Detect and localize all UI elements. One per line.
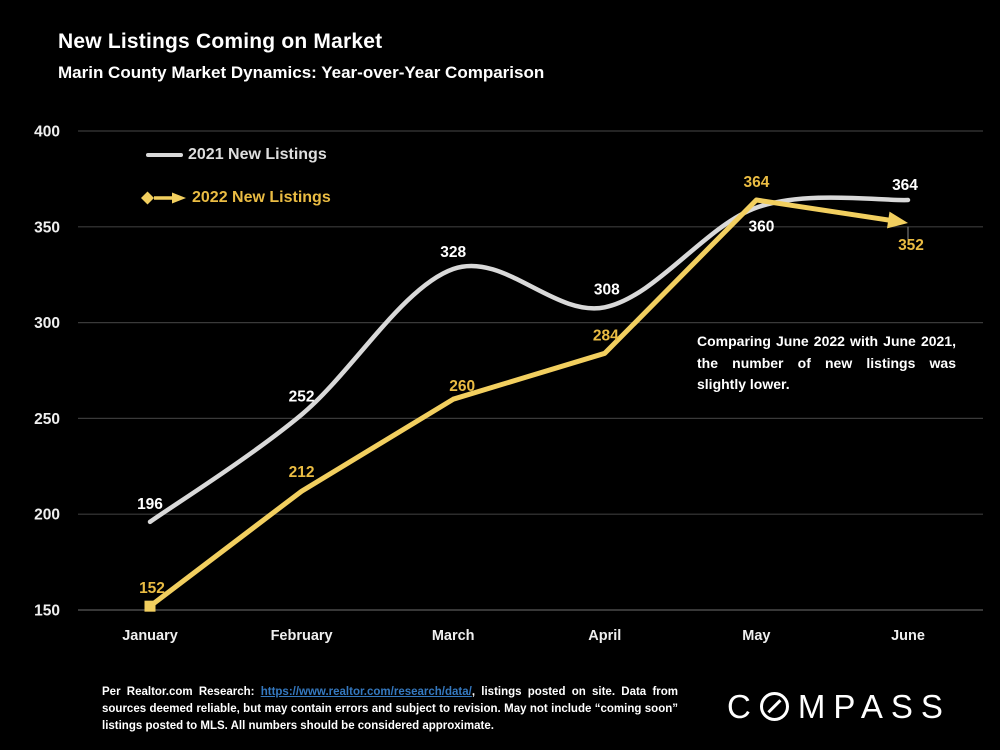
x-tick-label-march: March xyxy=(432,628,475,644)
series-2022-square-marker-icon xyxy=(144,600,156,612)
legend-item-2022: 2022 New Listings xyxy=(140,189,331,207)
x-tick-label-may: May xyxy=(742,628,770,644)
compass-logo: C MPASS xyxy=(727,688,951,724)
page-subtitle: Marin County Market Dynamics: Year-over-… xyxy=(58,63,545,82)
source-note: Per Realtor.com Research: https://www.re… xyxy=(102,684,678,735)
x-tick-label-february: February xyxy=(271,628,333,644)
compass-slashed-o-icon xyxy=(759,691,789,721)
data-label-2022-january: 152 xyxy=(139,580,165,597)
legend-2022-diamond-arrow-icon xyxy=(141,191,186,205)
data-label-2021-january: 196 xyxy=(137,496,163,513)
data-label-2022-june: 352 xyxy=(898,237,924,254)
y-tick-label-350: 350 xyxy=(34,219,60,236)
data-label-2022-may: 364 xyxy=(743,174,769,191)
data-label-2022-april: 284 xyxy=(593,327,619,344)
source-note-prefix: Per Realtor.com Research: xyxy=(102,686,261,698)
legend-2021-label: 2021 New Listings xyxy=(188,146,327,163)
logo-letter-c: C xyxy=(727,687,759,725)
page-title: New Listings Coming on Market xyxy=(58,30,383,53)
legend-item-2021: 2021 New Listings xyxy=(146,146,327,164)
series-2021-line xyxy=(147,195,911,525)
x-tick-label-april: April xyxy=(588,628,621,644)
source-note-suffix: , listings posted on site. Data from sou… xyxy=(102,686,678,732)
source-link[interactable]: https://www.realtor.com/research/data/ xyxy=(260,686,472,698)
y-tick-label-300: 300 xyxy=(34,315,60,332)
logo-letters-rest: MPASS xyxy=(797,687,951,725)
annotation-text: Comparing June 2022 with June 2021, the … xyxy=(697,333,956,392)
data-label-2021-june: 364 xyxy=(892,177,918,194)
x-tick-label-january: January xyxy=(122,628,178,644)
y-tick-label-150: 150 xyxy=(34,603,60,620)
x-tick-label-june: June xyxy=(891,628,925,644)
legend-2021-line-icon xyxy=(146,153,183,157)
series-2022-line xyxy=(148,197,891,609)
series-2022-arrowhead-icon xyxy=(887,211,908,229)
data-label-2021-april: 308 xyxy=(594,281,620,298)
legend-2022-label: 2022 New Listings xyxy=(192,189,331,206)
data-label-2021-march: 328 xyxy=(440,244,466,261)
y-tick-label-250: 250 xyxy=(34,411,60,428)
data-label-2022-march: 260 xyxy=(449,378,475,395)
data-label-2022-february: 212 xyxy=(289,464,315,481)
y-tick-label-200: 200 xyxy=(34,507,60,524)
y-tick-label-400: 400 xyxy=(34,124,60,141)
data-label-2021-may: 360 xyxy=(748,219,774,236)
data-label-2021-february: 252 xyxy=(289,389,315,406)
